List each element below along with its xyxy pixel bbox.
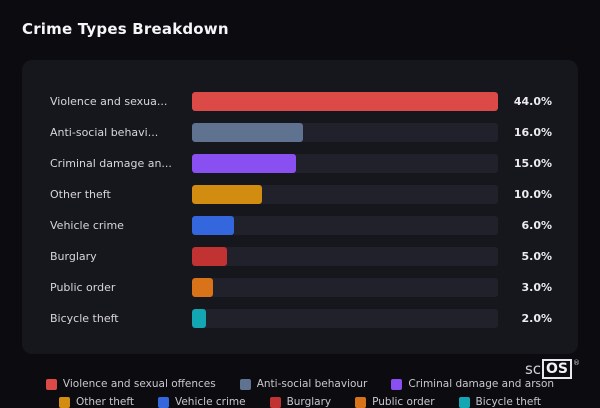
scos-logo: sc OS ® xyxy=(525,359,580,379)
chart-row: Bicycle theft 2.0% xyxy=(50,303,552,334)
legend-item[interactable]: Violence and sexual offences xyxy=(45,378,216,390)
chart-row: Criminal damage an... 15.0% xyxy=(50,148,552,179)
bar[interactable] xyxy=(192,247,227,266)
bar[interactable] xyxy=(192,309,206,328)
bar-track xyxy=(192,185,498,204)
value-label: 10.0% xyxy=(513,188,552,201)
bar-track xyxy=(192,278,498,297)
legend-label: Anti-social behaviour xyxy=(256,378,368,390)
category-label: Bicycle theft xyxy=(50,312,119,325)
bar[interactable] xyxy=(192,185,262,204)
category-label: Public order xyxy=(50,281,116,294)
legend-swatch xyxy=(355,396,367,408)
value-label: 15.0% xyxy=(513,157,552,170)
legend-item[interactable]: Bicycle theft xyxy=(458,396,542,408)
value-label: 3.0% xyxy=(521,281,552,294)
bar[interactable] xyxy=(192,123,304,142)
category-label: Vehicle crime xyxy=(50,219,124,232)
legend-item[interactable]: Anti-social behaviour xyxy=(239,378,368,390)
category-label: Burglary xyxy=(50,250,97,263)
bar-track xyxy=(192,216,498,235)
chart-legend: Violence and sexual offences Anti-social… xyxy=(0,378,600,408)
value-label: 5.0% xyxy=(521,250,552,263)
legend-swatch xyxy=(58,396,70,408)
legend-swatch xyxy=(45,378,57,390)
bar-track xyxy=(192,123,498,142)
category-label: Violence and sexua... xyxy=(50,95,168,108)
legend-label: Criminal damage and arson xyxy=(408,378,555,390)
legend-label: Bicycle theft xyxy=(475,396,542,408)
legend-label: Other theft xyxy=(75,396,134,408)
bar[interactable] xyxy=(192,216,234,235)
legend-swatch xyxy=(391,378,403,390)
value-label: 2.0% xyxy=(521,312,552,325)
logo-box: OS xyxy=(542,359,572,379)
bar[interactable] xyxy=(192,154,297,173)
legend-swatch xyxy=(239,378,251,390)
legend-item[interactable]: Burglary xyxy=(269,396,332,408)
legend-item[interactable]: Other theft xyxy=(58,396,134,408)
registered-mark-icon: ® xyxy=(573,359,580,367)
legend-label: Burglary xyxy=(286,396,332,408)
bar-track xyxy=(192,154,498,173)
legend-label: Violence and sexual offences xyxy=(62,378,216,390)
value-label: 16.0% xyxy=(513,126,552,139)
chart-row: Public order 3.0% xyxy=(50,272,552,303)
bar[interactable] xyxy=(192,92,498,111)
legend-item[interactable]: Public order xyxy=(355,396,435,408)
category-label: Anti-social behavi... xyxy=(50,126,159,139)
chart-row: Burglary 5.0% xyxy=(50,241,552,272)
category-label: Criminal damage an... xyxy=(50,157,172,170)
page-title: Crime Types Breakdown xyxy=(22,20,229,38)
value-label: 6.0% xyxy=(521,219,552,232)
legend-label: Public order xyxy=(372,396,435,408)
chart-panel: Violence and sexua... 44.0% Anti-social … xyxy=(22,60,578,354)
chart-row: Other theft 10.0% xyxy=(50,179,552,210)
legend-item[interactable]: Vehicle crime xyxy=(157,396,246,408)
legend-swatch xyxy=(458,396,470,408)
chart-row: Vehicle crime 6.0% xyxy=(50,210,552,241)
category-label: Other theft xyxy=(50,188,111,201)
chart-row: Violence and sexua... 44.0% xyxy=(50,86,552,117)
bar-track xyxy=(192,247,498,266)
legend-swatch xyxy=(269,396,281,408)
logo-prefix: sc xyxy=(524,360,542,378)
bar-track xyxy=(192,92,498,111)
value-label: 44.0% xyxy=(513,95,552,108)
legend-label: Vehicle crime xyxy=(174,396,246,408)
legend-swatch xyxy=(157,396,169,408)
bar[interactable] xyxy=(192,278,213,297)
bar-track xyxy=(192,309,498,328)
chart-row: Anti-social behavi... 16.0% xyxy=(50,117,552,148)
legend-item[interactable]: Criminal damage and arson xyxy=(391,378,554,390)
